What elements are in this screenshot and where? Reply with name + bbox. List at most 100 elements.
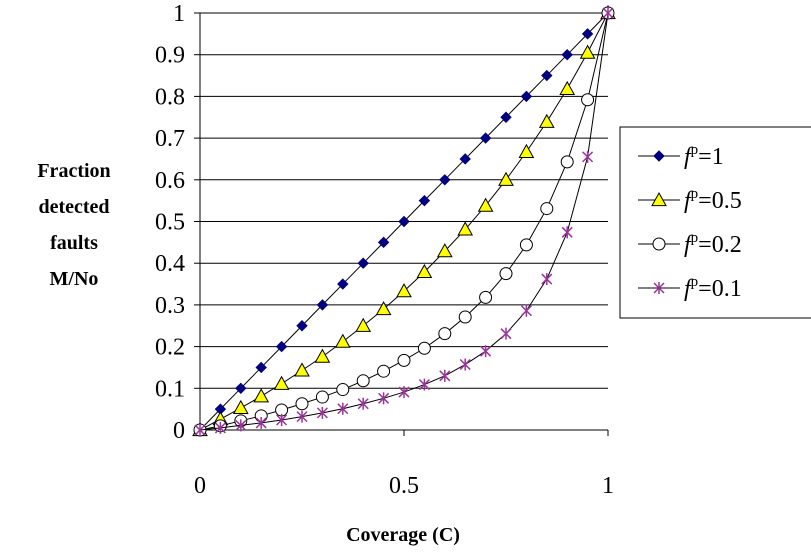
legend-marker xyxy=(652,237,666,251)
data-point xyxy=(357,397,369,410)
data-point xyxy=(519,238,533,252)
data-point xyxy=(296,320,308,332)
data-point xyxy=(560,155,574,169)
data-point xyxy=(356,374,370,388)
y-axis-title-line: Fraction xyxy=(37,160,110,182)
data-point xyxy=(541,69,553,82)
y-axis-title-line: M/No xyxy=(50,268,99,290)
data-point xyxy=(581,28,594,40)
data-point xyxy=(439,174,451,186)
data-point xyxy=(438,327,452,341)
legend: fp=1 fp=0.5 fp=0.2 fp=0.1 xyxy=(619,126,811,319)
data-point xyxy=(295,397,309,411)
data-point xyxy=(398,386,410,399)
data-point xyxy=(296,410,308,423)
data-point xyxy=(500,111,512,123)
y-tick-label: 0.1 xyxy=(155,376,185,402)
data-point xyxy=(418,194,431,207)
legend-label: fp=0.1 xyxy=(684,274,742,302)
data-point xyxy=(457,221,474,236)
data-point xyxy=(439,369,451,382)
data-point xyxy=(253,388,270,403)
data-point xyxy=(520,304,532,317)
data-point xyxy=(314,348,331,363)
y-tick-label: 0.4 xyxy=(155,251,185,277)
data-point xyxy=(375,301,392,316)
data-point xyxy=(416,263,433,279)
data-point xyxy=(397,353,411,367)
data-point xyxy=(357,257,369,269)
data-point xyxy=(275,340,288,353)
y-tick-label: 0.5 xyxy=(155,210,185,236)
data-point xyxy=(334,333,351,348)
data-point xyxy=(561,48,573,61)
y-tick-label: 0.3 xyxy=(155,293,185,319)
series-layer xyxy=(192,4,616,437)
data-point xyxy=(337,402,349,415)
y-axis-title: Fraction detected faults M/No xyxy=(37,160,110,290)
data-point xyxy=(316,406,328,419)
data-point xyxy=(194,424,206,436)
legend-box xyxy=(619,126,811,319)
data-point xyxy=(480,345,492,358)
data-point xyxy=(276,413,288,426)
data-point xyxy=(336,383,350,397)
y-tick-labels: 0 0.1 0.2 0.3 0.4 0.5 0.6 0.7 0.8 0.9 1 xyxy=(155,1,185,444)
series-4 xyxy=(194,7,614,436)
y-axis-title-line: faults xyxy=(50,232,98,254)
data-point xyxy=(214,421,226,434)
y-tick-label: 0.7 xyxy=(155,126,185,152)
data-point xyxy=(498,171,514,186)
data-point xyxy=(559,80,576,95)
data-point xyxy=(235,382,247,395)
legend-label: fp=0.2 xyxy=(684,230,742,258)
data-point xyxy=(477,197,494,212)
legend-marker xyxy=(653,150,665,162)
data-point xyxy=(316,299,329,311)
y-tick-label: 0.9 xyxy=(155,43,185,69)
data-point xyxy=(377,364,391,378)
y-tick-label: 0.2 xyxy=(155,335,185,361)
data-point xyxy=(398,215,410,228)
series-1 xyxy=(194,7,614,436)
x-tick-label: 1 xyxy=(602,473,614,499)
data-point xyxy=(396,283,412,298)
data-point xyxy=(459,153,471,165)
data-point xyxy=(538,113,555,128)
data-point xyxy=(520,90,533,103)
y-tick-label: 0 xyxy=(173,418,185,444)
data-point xyxy=(355,317,372,332)
y-axis-title-line: detected xyxy=(38,196,109,218)
y-tick-label: 0.8 xyxy=(155,84,185,110)
data-point xyxy=(541,273,553,286)
legend-marker xyxy=(651,191,667,207)
data-point xyxy=(561,226,573,239)
x-tick-label: 0 xyxy=(194,473,206,499)
data-point xyxy=(273,375,290,390)
data-point xyxy=(602,7,614,19)
data-point xyxy=(315,390,329,404)
data-point xyxy=(418,378,430,391)
legend-label: fp=0.5 xyxy=(684,186,742,214)
data-point xyxy=(255,361,267,374)
data-point xyxy=(294,362,310,377)
data-point xyxy=(500,327,512,340)
data-point xyxy=(458,310,472,324)
legend-marker xyxy=(653,282,665,294)
data-point xyxy=(581,93,595,107)
legend-label: fp=1 xyxy=(684,142,724,170)
data-point xyxy=(499,267,513,281)
data-point xyxy=(417,341,431,355)
data-point xyxy=(255,416,267,429)
x-axis-title: Coverage (C) xyxy=(346,524,460,546)
data-point xyxy=(436,243,453,258)
data-point xyxy=(232,399,249,414)
data-point xyxy=(479,290,493,304)
x-tick-label: 0.5 xyxy=(389,473,419,499)
data-point xyxy=(540,202,554,216)
data-point xyxy=(378,392,390,405)
data-point xyxy=(459,358,471,371)
data-point xyxy=(479,132,492,144)
data-point xyxy=(235,419,247,432)
